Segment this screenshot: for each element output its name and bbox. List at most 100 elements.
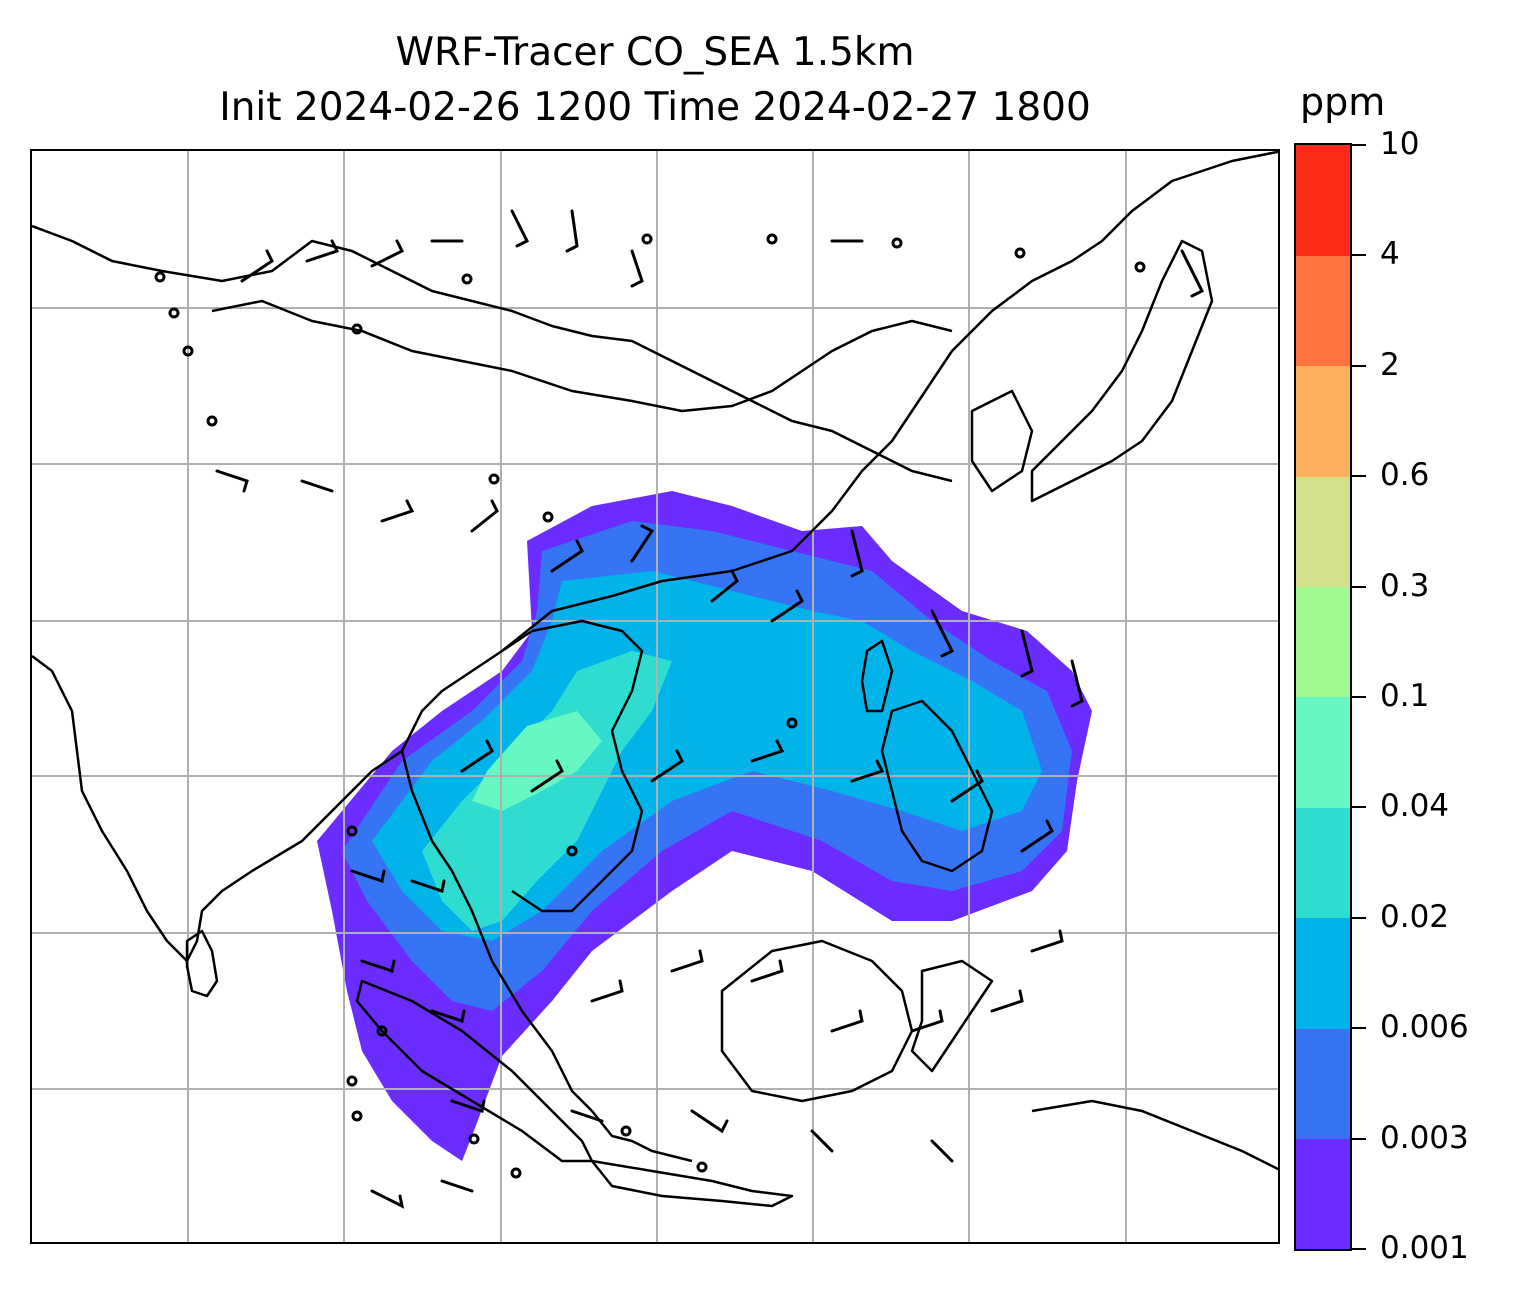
calm-circle [542, 511, 554, 523]
calm-circle [766, 233, 778, 245]
calm-markers [154, 233, 1146, 1179]
wind-barb [1020, 629, 1034, 678]
coastline-taiwan [860, 639, 894, 713]
wind-barb [750, 739, 785, 763]
calm-circle [566, 845, 578, 857]
wind-barb [670, 949, 704, 973]
colorbar-band [1296, 1028, 1350, 1140]
wind-barb [1030, 929, 1064, 953]
coastline-sumatra [355, 979, 594, 1163]
wind-barbs [215, 209, 1205, 1209]
wind-barb [690, 1109, 729, 1134]
calm-circle [461, 273, 473, 285]
calm-circle [891, 237, 903, 249]
wind-barb [1020, 819, 1054, 853]
colorbar-tick-label: 10 [1380, 126, 1420, 162]
coastline-indochina [400, 750, 693, 1163]
wind-barb [305, 239, 340, 263]
wind-barb [240, 249, 274, 283]
wind-barb [440, 1179, 474, 1193]
calm-circle [351, 323, 363, 335]
calm-circle [346, 825, 358, 837]
colorbar-tick-mark [1352, 585, 1366, 588]
calm-circle [468, 1133, 480, 1145]
wind-barb [450, 1099, 486, 1113]
wind-barb [930, 609, 955, 658]
wind-barb [470, 499, 499, 533]
colorbar-tick-label: 0.003 [1380, 1119, 1469, 1156]
wind-barb [300, 479, 334, 493]
wind-barb [1070, 659, 1084, 708]
colorbar-band [1296, 476, 1350, 588]
wind-barb [570, 1109, 604, 1123]
wind-barb [460, 739, 494, 773]
calm-circle [620, 1125, 632, 1137]
coastline-borneo [720, 939, 914, 1103]
concentration-field [317, 491, 1092, 1161]
field-level-002 [422, 651, 672, 931]
wind-barb [565, 209, 579, 253]
wind-barb [710, 569, 739, 603]
wind-barb [550, 539, 584, 573]
wind-barb [215, 469, 249, 493]
wind-barb [380, 499, 415, 523]
coastline-java [590, 1159, 794, 1208]
colorbar-band [1296, 365, 1350, 477]
field-level-004 [472, 711, 602, 811]
colorbar-tick-label: 0.1 [1380, 678, 1430, 714]
calm-circle [488, 473, 500, 485]
wind-barb [830, 1009, 864, 1033]
colorbar [1294, 143, 1352, 1251]
map-title-line1: WRF-Tracer CO_SEA 1.5km [395, 30, 915, 75]
coastline-srilanka [185, 929, 219, 998]
colorbar-tick-mark [1352, 806, 1366, 809]
colorbar-tick-mark [1352, 1137, 1366, 1140]
colorbar-tick-mark [1352, 144, 1366, 146]
wind-barb [590, 979, 624, 1003]
calm-circle [786, 717, 798, 729]
wind-barb [990, 989, 1024, 1013]
calm-circle [510, 1167, 522, 1179]
colorbar-band [1296, 917, 1350, 1029]
colorbar-unit-label: ppm [1300, 80, 1386, 124]
calm-circle [346, 1075, 358, 1087]
coastline-vietnam [511, 619, 644, 913]
calm-circle [154, 271, 166, 283]
wind-barb [410, 879, 446, 893]
wind-barb [930, 1139, 954, 1163]
wind-barb [650, 749, 684, 783]
calm-circle [206, 415, 218, 427]
colorbar-tick-label: 2 [1380, 346, 1400, 383]
colorbar-tick-label: 0.006 [1380, 1009, 1469, 1046]
wind-barb [1180, 249, 1205, 298]
coastlines [32, 151, 1278, 1208]
colorbar-tick-mark [1352, 916, 1366, 919]
wind-barb [430, 1009, 466, 1023]
colorbar-tick-mark [1352, 254, 1366, 257]
colorbar-tick-label: 0.001 [1380, 1230, 1469, 1266]
wind-barb [630, 249, 644, 288]
wind-barb [360, 959, 396, 973]
wind-barb [850, 529, 864, 578]
wind-barb [370, 239, 405, 268]
border-line-mongolia [211, 299, 953, 413]
wind-barb [850, 759, 885, 783]
calm-circle [1014, 247, 1026, 259]
colorbar-band [1296, 586, 1350, 698]
calm-circle [351, 1110, 363, 1122]
colorbar-tick-label: 0.6 [1380, 457, 1430, 494]
coastline-new-guinea [1031, 1099, 1278, 1171]
colorbar-tick-label: 0.3 [1380, 567, 1430, 604]
calm-circle [696, 1161, 708, 1173]
coastline-sulawesi [910, 959, 994, 1073]
wind-barb [750, 959, 784, 983]
calm-circle [376, 1025, 388, 1037]
calm-circle [168, 307, 180, 319]
border-line-west [32, 224, 953, 483]
coastline-china [501, 151, 1278, 652]
wind-barb [530, 759, 564, 793]
map-panel[interactable] [30, 149, 1280, 1244]
coastline-japan [1030, 239, 1214, 503]
map-svg [32, 151, 1278, 1242]
colorbar-tick-mark [1352, 364, 1366, 367]
